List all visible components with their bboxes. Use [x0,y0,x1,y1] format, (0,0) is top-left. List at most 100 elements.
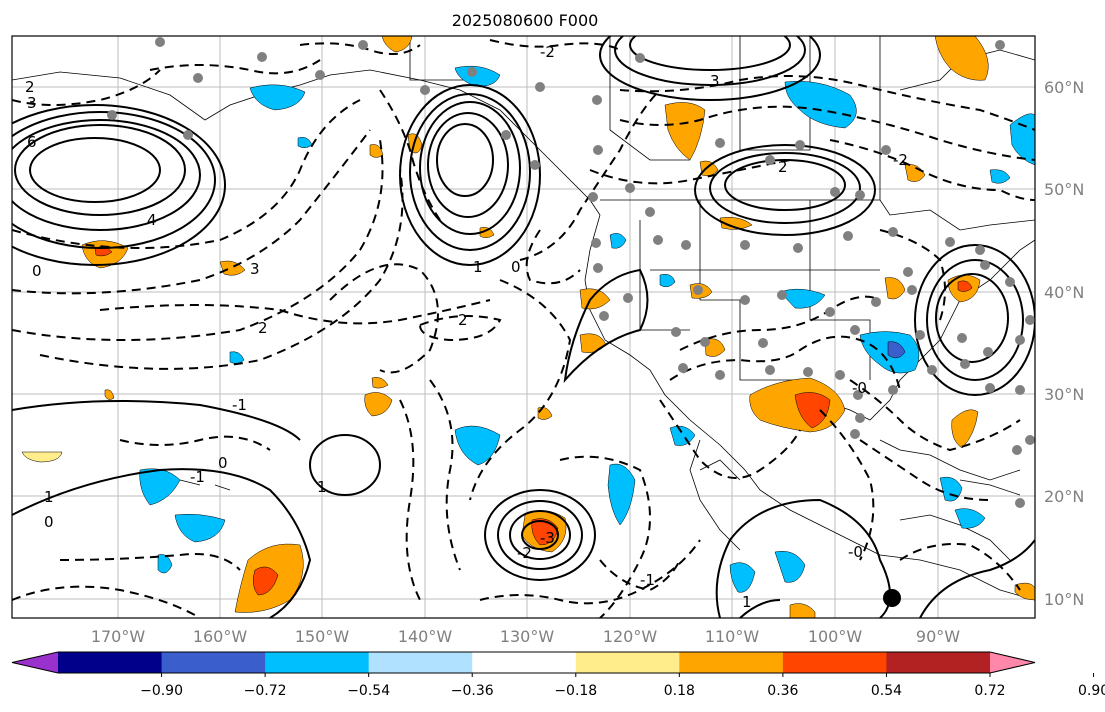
lat-label: 30°N [1044,385,1084,404]
orange-patch [479,227,495,238]
contour-label: -2 [540,43,555,61]
blue-patch [454,425,501,466]
colorbar-tick-label: −0.36 [451,683,494,699]
colorbar-segment [782,652,887,673]
lon-label: 150°W [295,627,350,646]
lon-label: 130°W [500,627,555,646]
blue-patch [454,65,501,87]
contour-label: 2 [25,78,35,96]
colorbar-tick-label: 0.18 [664,683,695,699]
orange-patch [934,36,989,81]
orange-patch [371,377,389,389]
contour-label: -2 [517,544,532,562]
latitude-labels: 60°N 50°N 40°N 30°N 20°N 10°N [1044,78,1084,609]
blue-patch [659,274,676,288]
figure-title: 2025080600 F000 [452,11,599,30]
colorbar-segment [575,652,680,673]
solid-contours [12,36,1035,618]
blue-patch [669,425,696,446]
orange-patch [904,164,926,182]
colorbar-segment [161,652,266,673]
colorbar-segment [368,652,473,673]
orange-patch [719,217,753,230]
blue-patch [157,554,173,574]
blue-patch [607,463,636,526]
orange-patch [1014,582,1035,601]
blue-patch [774,551,806,583]
orange-patch [704,338,726,357]
contour-label: 3 [250,260,260,278]
blue-patch [954,508,986,529]
colorbar-tick-label: 0.54 [871,683,902,699]
contour-label: 1 [473,258,483,276]
station-dots [107,37,1035,508]
contour-labels: 2 3 6 4 0 3 2 1 0 -2 -1 0 2 1 0 -1 1 -3 … [25,43,908,611]
lat-label: 60°N [1044,78,1084,97]
orange-patch [699,160,719,177]
colorbar-tick-label: −0.90 [140,683,183,699]
lon-label: 120°W [603,627,658,646]
blue-patch [784,81,857,129]
longitude-labels: 170°W 160°W 150°W 140°W 130°W 120°W 110°… [91,627,960,646]
anomaly-shading [21,36,1035,618]
colorbar-segment [265,652,370,673]
blue-patch [609,233,627,249]
colorbar-tick-label: −0.72 [244,683,287,699]
orange-patch [369,144,384,158]
orange-patch [381,36,413,53]
blue-patch [1009,113,1035,166]
contour-label: -1 [232,396,247,414]
blue-patch [779,288,826,309]
contour-label: 0 [218,454,228,472]
contour-label: 2 [778,158,788,176]
contour-label: -2 [893,151,908,169]
colorbar: −0.90 −0.72 −0.54 −0.36 −0.18 0.18 0.36 0.54 0.7… [11,651,1105,699]
contour-label: 4 [147,211,157,229]
blue-patch [989,169,1011,184]
contour-label: 3 [27,94,37,112]
blue-patch [249,84,306,111]
lon-label: 110°W [705,627,760,646]
map-frame [11,35,1036,619]
contour-label: 3 [710,72,720,90]
contour-label: -0 [852,379,867,397]
colorbar-segment [679,652,784,673]
contour-label: -1 [190,468,205,486]
orange-patch [957,280,973,292]
lon-label: 90°W [916,627,960,646]
contour-label: 0 [32,262,42,280]
colorbar-segment [886,652,991,673]
contour-label: 0 [44,513,54,531]
colorbar-tick-label: −0.18 [554,683,597,699]
colorbar-tick-label: 0.72 [974,683,1005,699]
orange-patch [951,409,979,449]
blue-patch [887,341,906,359]
lon-label: 100°W [808,627,863,646]
orange-patch [21,451,63,463]
colorbar-segment [58,652,163,673]
lat-label: 40°N [1044,283,1084,302]
orange-patch [104,389,115,400]
colorbar-extend-high [990,652,1035,673]
colorbar-extend-low [12,652,58,673]
orange-patch [364,392,393,417]
lat-label: 50°N [1044,180,1084,199]
colorbar-tick-label: 0.90 [1078,683,1105,699]
lon-label: 140°W [398,627,453,646]
orange-patch [252,566,279,596]
storm-marker [883,589,901,607]
colorbar-tick-label: 0.36 [767,683,798,699]
colorbar-outline [11,651,1036,674]
contour-label: -0 [848,543,863,561]
contour-label: 1 [742,593,752,611]
orange-patch [884,277,906,300]
dashed-contours [12,39,1035,618]
contour-label: 1 [317,478,327,496]
blue-patch [729,562,756,593]
lat-label: 10°N [1044,590,1084,609]
contour-label: 6 [27,133,37,151]
blue-patch [229,351,245,364]
blue-patch [174,513,226,543]
lat-label: 20°N [1044,487,1084,506]
